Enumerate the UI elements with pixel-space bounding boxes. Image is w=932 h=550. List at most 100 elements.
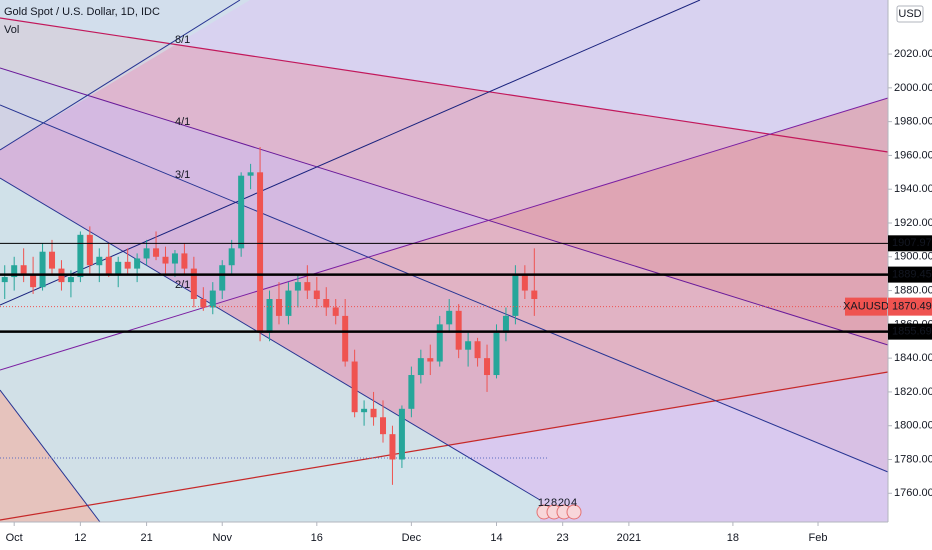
event-count: 12 <box>538 497 550 509</box>
candle-body <box>190 268 197 300</box>
volume-label: Vol <box>4 24 19 36</box>
candle-body <box>502 315 509 333</box>
candle-body <box>96 256 103 266</box>
candle-body <box>389 434 396 460</box>
candle-body <box>11 265 18 278</box>
candle-body <box>238 175 245 249</box>
candle-body <box>77 234 84 278</box>
candle-body <box>275 299 282 316</box>
candle-body <box>86 234 93 266</box>
x-tick-label: Nov <box>212 532 232 544</box>
candle-body <box>521 273 528 291</box>
y-tick-label: 1980.00 <box>894 116 932 128</box>
candle-body <box>247 172 254 176</box>
event-count: 4 <box>571 497 577 509</box>
candle-body <box>200 299 207 308</box>
currency-button[interactable] <box>896 5 924 23</box>
x-tick-label: 23 <box>557 532 569 544</box>
level-label: 1907.97 <box>892 237 932 249</box>
candle-body <box>398 408 405 460</box>
y-tick-label: 2000.00 <box>894 82 932 94</box>
candle-body <box>266 299 273 333</box>
fan-label: 4/1 <box>175 116 190 128</box>
candle-body <box>30 273 37 288</box>
candle-body <box>351 361 358 413</box>
candle-body <box>134 258 141 269</box>
candle-body <box>446 310 453 325</box>
x-tick-label: Oct <box>6 532 23 544</box>
candle-body <box>1 277 8 283</box>
candle-body <box>105 256 112 274</box>
symbol-box <box>845 297 887 316</box>
candle-body <box>455 310 462 350</box>
candle-body <box>474 341 481 359</box>
candle-body <box>465 341 472 350</box>
candle-body <box>342 315 349 362</box>
level-label-box <box>888 266 932 283</box>
y-tick-label: 1900.00 <box>894 251 932 263</box>
level-label: 1855.69 <box>892 326 932 338</box>
time-axis <box>0 522 888 550</box>
x-tick-label: Dec <box>402 532 422 544</box>
candle-body <box>209 290 216 308</box>
fan-label: 2/1 <box>175 279 190 291</box>
symbol-label: XAUUSD <box>843 301 889 313</box>
y-tick-label: 1880.00 <box>894 284 932 296</box>
candle-body <box>257 172 264 333</box>
candle-body <box>370 408 377 418</box>
candle-body <box>181 253 188 269</box>
x-tick-label: 18 <box>727 532 739 544</box>
event-count: 8 <box>551 497 557 509</box>
chart-title: Gold Spot / U.S. Dollar, 1D, IDC <box>4 6 160 18</box>
candle-body <box>531 290 538 300</box>
candle-body <box>380 417 387 435</box>
x-tick-label: 14 <box>490 532 502 544</box>
currency-label[interactable]: USD <box>898 8 921 20</box>
y-tick-label: 1840.00 <box>894 352 932 364</box>
y-tick-label: 1820.00 <box>894 386 932 398</box>
candle-body <box>285 290 292 316</box>
candle-body <box>219 265 226 291</box>
candle-body <box>313 290 320 300</box>
candle-body <box>323 299 330 308</box>
x-tick-label: 21 <box>140 532 152 544</box>
candle-body <box>361 408 368 413</box>
y-tick-label: 1800.00 <box>894 420 932 432</box>
candle-body <box>228 248 235 266</box>
candle-body <box>304 282 311 291</box>
level-label-box <box>888 323 932 340</box>
candle-body <box>162 256 169 264</box>
y-tick-label: 1760.00 <box>894 487 932 499</box>
y-tick-label: 2020.00 <box>894 48 932 60</box>
event-count: 20 <box>558 497 570 509</box>
level-label: 1889.45 <box>892 269 932 281</box>
y-tick-label: 1920.00 <box>894 217 932 229</box>
level-label-box <box>888 235 932 252</box>
candle-body <box>171 253 178 264</box>
candle-body <box>115 261 122 274</box>
candle-body <box>408 375 415 409</box>
candle-body <box>294 282 301 291</box>
candle-body <box>67 277 74 283</box>
fan-label: 3/1 <box>175 169 190 181</box>
candle-body <box>484 358 491 376</box>
candle-body <box>39 251 46 288</box>
y-tick-label: 1960.00 <box>894 149 932 161</box>
candle-body <box>20 265 27 274</box>
gann-fan-drawing <box>0 0 889 523</box>
candle-body <box>332 307 339 316</box>
candle-body <box>417 358 424 376</box>
candle-body <box>493 332 500 376</box>
event-badge <box>566 504 582 520</box>
candle-body <box>153 248 160 257</box>
fan-label: 8/1 <box>175 34 190 46</box>
x-tick-label: 16 <box>311 532 323 544</box>
last-price-label: 1870.49 <box>892 301 932 313</box>
x-tick-label: 12 <box>74 532 86 544</box>
candle-body <box>124 261 131 269</box>
candle-body <box>49 251 56 269</box>
candle-body <box>512 273 519 316</box>
last-price-box <box>888 297 932 316</box>
